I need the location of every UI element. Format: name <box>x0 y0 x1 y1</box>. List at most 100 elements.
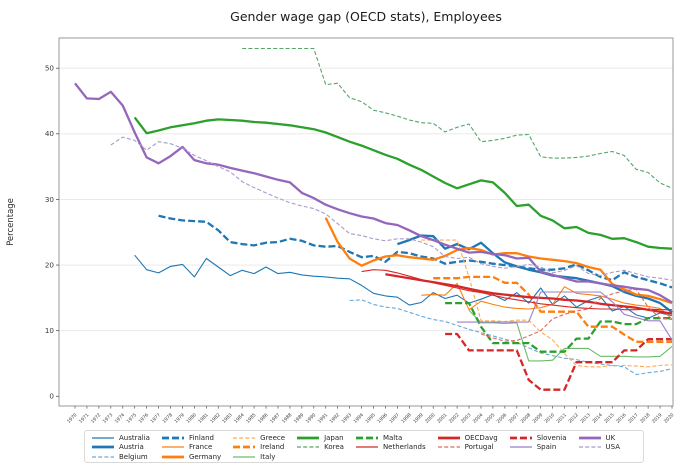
legend-item-malta: Malta <box>355 433 426 443</box>
x-tick-label: 2006 <box>496 412 509 425</box>
legend-line-sample <box>437 436 460 440</box>
legend-label: Netherlands <box>382 443 426 452</box>
x-tick-label: 2003 <box>460 412 473 425</box>
series-line-belgium <box>349 299 673 376</box>
legend-column-3: Greece Ireland Italy <box>232 433 285 462</box>
legend-line-sample <box>355 436 378 440</box>
series-line-japan <box>133 116 673 250</box>
legend-item-japan: Japan <box>296 433 344 443</box>
x-tick-label: 2013 <box>579 412 592 425</box>
x-tick-label: 1982 <box>209 412 222 425</box>
legend-label: Belgium <box>119 452 148 461</box>
x-tick-label: 1993 <box>341 412 354 425</box>
y-tick-label: 50 <box>45 64 55 73</box>
x-tick-label: 2007 <box>508 412 521 425</box>
chart-title: Gender wage gap (OECD stats), Employees <box>230 9 502 24</box>
x-tick-label: 1996 <box>376 412 389 425</box>
legend-item-ireland: Ireland <box>232 443 285 453</box>
legend-column-5: Malta Netherlands <box>355 433 426 452</box>
x-tick-label: 1973 <box>102 412 115 425</box>
x-tick-label: 2011 <box>555 412 568 425</box>
x-tick-label: 1987 <box>269 412 282 425</box>
legend-label: Slovenia <box>536 433 567 442</box>
x-tick-label: 2019 <box>651 412 664 425</box>
legend-label: Italy <box>260 452 276 461</box>
legend-item-oecdavg: OECDavg <box>437 433 498 443</box>
legend-item-france: France <box>161 443 221 453</box>
legend-column-1: Australia Austria Belgium <box>91 433 150 462</box>
x-tick-label: 1991 <box>317 412 330 425</box>
x-tick-label: 2018 <box>639 412 652 425</box>
legend-line-sample <box>92 437 114 439</box>
series-line-slovenia <box>445 332 672 391</box>
legend-line-sample <box>355 446 378 449</box>
y-tick-label: 40 <box>45 129 55 138</box>
legend-item-uk: UK <box>578 433 621 443</box>
legend-line-sample <box>509 446 532 449</box>
x-tick-label: 2020 <box>663 412 676 425</box>
legend-line-sample <box>578 436 601 440</box>
legend-item-usa: USA <box>578 443 620 453</box>
x-tick-label: 1990 <box>305 412 318 425</box>
x-tick-label: 2009 <box>532 412 545 425</box>
series-line-greece <box>421 239 673 368</box>
legend-column-8: UK USA <box>578 433 621 453</box>
series-line-uk <box>74 82 673 304</box>
x-tick-label: 1988 <box>281 412 294 425</box>
x-tick-label: 2015 <box>603 412 616 425</box>
y-tick-label: 0 <box>49 392 54 401</box>
x-tick-label: 1977 <box>149 412 162 425</box>
legend-item-greece: Greece <box>232 433 285 443</box>
series-line-spain <box>457 291 673 341</box>
x-tick-label: 1980 <box>185 412 198 425</box>
x-tick-label: 1984 <box>233 412 246 425</box>
legend-label: Ireland <box>260 443 285 452</box>
x-tick-label: 2004 <box>472 412 485 425</box>
x-tick-label: 1983 <box>221 412 234 425</box>
legend-label: France <box>188 443 213 452</box>
legend-item-finland: Finland <box>161 433 221 443</box>
legend-label: Spain <box>536 443 557 452</box>
legend-line-sample <box>233 456 256 458</box>
legend-label: UK <box>605 433 616 442</box>
legend-line-sample <box>92 456 114 458</box>
legend-line-sample <box>233 446 256 449</box>
series-line-ireland <box>433 275 672 343</box>
legend-label: Japan <box>324 433 344 442</box>
y-tick-label: 30 <box>45 195 55 204</box>
x-tick-label: 1995 <box>364 412 377 425</box>
series-line-austria <box>397 234 673 314</box>
x-tick-label: 1974 <box>114 412 127 425</box>
x-tick-label: 1997 <box>388 412 401 425</box>
legend-line-sample <box>161 446 184 449</box>
x-tick-label: 2005 <box>484 412 497 425</box>
legend-label: Finland <box>188 433 214 442</box>
legend-item-austria: Austria <box>91 443 150 453</box>
legend-line-sample <box>161 436 184 440</box>
x-tick-label: 2010 <box>543 412 556 425</box>
data-series <box>74 47 673 391</box>
legend-column-7: Slovenia Spain <box>509 433 567 452</box>
legend-item-italy: Italy <box>232 452 285 462</box>
x-tick-label: 2012 <box>567 412 580 425</box>
legend-line-sample <box>233 437 256 439</box>
legend-label: OECDavg <box>464 433 498 442</box>
x-tick-label: 2002 <box>448 412 461 425</box>
legend-label: Germany <box>188 452 222 461</box>
legend-item-portugal: Portugal <box>437 443 498 453</box>
series-line-italy <box>468 309 673 362</box>
x-tick-label: 2017 <box>627 412 640 425</box>
x-tick-label: 1976 <box>138 412 151 425</box>
legend-label: Austria <box>119 443 144 452</box>
x-tick-label: 2000 <box>424 412 437 425</box>
series-line-australia <box>134 254 673 319</box>
x-tick-label: 1999 <box>412 412 425 425</box>
series-line-france <box>421 282 673 320</box>
legend-item-australia: Australia <box>91 433 150 443</box>
series-line-finland <box>158 214 673 289</box>
legend-line-sample <box>509 436 532 440</box>
series-line-korea <box>242 47 673 189</box>
legend-item-korea: Korea <box>296 443 344 453</box>
